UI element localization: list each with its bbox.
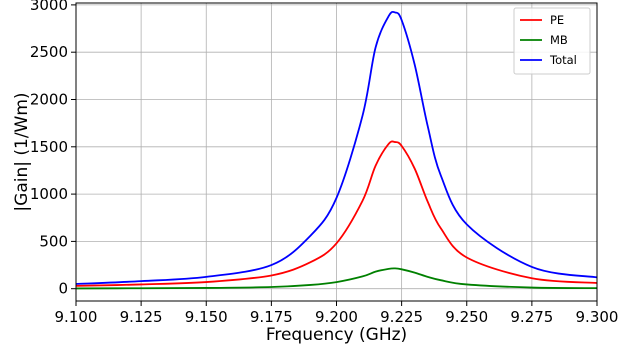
y-axis-ticks: 0 500 1000 1500 2000 2500 3000 [30,0,76,298]
y-tick-label: 2500 [30,43,68,61]
y-axis-title: |Gain| (1/Wm) [12,92,32,211]
y-tick-label: 500 [39,232,68,250]
legend-label: MB [550,33,568,47]
y-tick-label: 1000 [30,185,68,203]
x-tick-label: 9.100 [55,308,98,326]
series-line-pe [75,140,598,287]
y-tick-label: 1500 [30,138,68,156]
x-tick-label: 9.275 [510,308,553,326]
legend-label: PE [550,13,564,27]
legend-label: Total [549,53,577,67]
series-lines [75,10,598,290]
x-tick-label: 9.250 [445,308,488,326]
legend: PE MB Total [513,7,591,75]
x-tick-label: 9.225 [380,308,423,326]
series-line-total [75,10,598,285]
x-tick-label: 9.200 [315,308,358,326]
y-tick-label: 2000 [30,90,68,108]
y-tick-label: 3000 [30,0,68,14]
x-axis-ticks: 9.100 9.125 9.150 9.175 9.200 9.225 9.250 9.275… [55,301,619,326]
x-tick-label: 9.300 [576,308,619,326]
x-tick-label: 9.125 [120,308,163,326]
legend-box [513,7,591,75]
y-tick-label: 0 [58,280,68,298]
x-tick-label: 9.150 [185,308,228,326]
x-axis-title: Frequency (GHz) [266,325,407,345]
series-line-mb [75,267,598,290]
grid-lines [75,3,598,301]
x-tick-label: 9.175 [250,308,293,326]
